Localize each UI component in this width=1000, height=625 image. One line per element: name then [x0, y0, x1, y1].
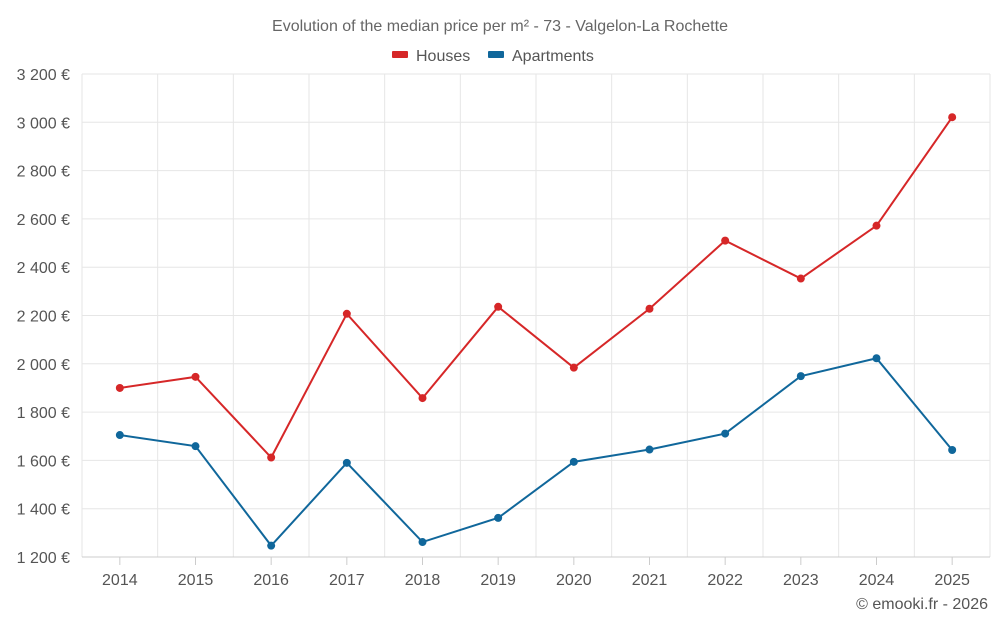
data-point-houses [796, 274, 805, 283]
x-tick-label: 2024 [859, 572, 895, 589]
data-point-apartments [645, 445, 654, 454]
y-tick-label: 2 800 € [17, 164, 70, 181]
x-tick-label: 2015 [178, 572, 214, 589]
y-axis: 1 200 € 1 400 € 1 600 € 1 800 € 2 000 € 2 200… [17, 67, 70, 567]
y-tick-label: 3 200 € [17, 67, 70, 84]
series-line-apartments [119, 357, 953, 548]
legend-swatch-apartments [488, 51, 504, 58]
y-tick-label: 2 000 € [17, 357, 70, 374]
x-tick-label: 2018 [405, 572, 441, 589]
legend-item-apartments[interactable]: Apartments [488, 48, 594, 65]
data-point-houses [569, 363, 578, 372]
y-tick-label: 2 200 € [17, 309, 70, 326]
legend: Houses Apartments [392, 48, 594, 65]
x-tick-label: 2017 [329, 572, 365, 589]
y-tick-label: 1 600 € [17, 453, 70, 470]
data-point-apartments [948, 446, 957, 455]
data-point-apartments [342, 458, 351, 467]
x-tick-label: 2020 [556, 572, 592, 589]
data-point-apartments [796, 372, 805, 381]
y-tick-label: 2 400 € [17, 260, 70, 277]
data-point-apartments [569, 457, 578, 466]
legend-swatch-houses [392, 51, 408, 58]
chart-title: Evolution of the median price per m² - 7… [272, 18, 728, 35]
y-tick-label: 1 200 € [17, 550, 70, 567]
y-tick-label: 1 400 € [17, 502, 70, 519]
data-point-houses [494, 302, 503, 311]
y-tick-label: 2 600 € [17, 212, 70, 229]
legend-item-houses[interactable]: Houses [392, 48, 470, 65]
data-point-apartments [418, 538, 427, 547]
x-tick-label: 2019 [480, 572, 516, 589]
y-tick-label: 1 800 € [17, 405, 70, 422]
credit-text: © emooki.fr - 2026 [856, 596, 988, 613]
x-tick-label: 2014 [102, 572, 138, 589]
x-tick-label: 2022 [707, 572, 743, 589]
data-point-houses [948, 113, 957, 122]
data-point-apartments [721, 429, 730, 438]
y-tick-label: 3 000 € [17, 115, 70, 132]
data-point-houses [342, 309, 351, 318]
x-tick-label: 2021 [632, 572, 668, 589]
data-point-apartments [115, 431, 124, 440]
data-point-apartments [267, 541, 276, 550]
x-axis: 2014 2015 2016 2017 2018 2019 2020 2021 2022 2023… [82, 556, 990, 589]
data-point-apartments [872, 354, 881, 363]
data-point-houses [418, 394, 427, 403]
series-layer [115, 113, 957, 550]
data-point-houses [872, 221, 881, 230]
data-point-houses [721, 236, 730, 245]
data-point-apartments [494, 513, 503, 522]
data-point-apartments [191, 442, 200, 451]
grid [81, 73, 991, 557]
data-point-houses [267, 453, 276, 462]
data-point-houses [191, 372, 200, 381]
legend-label-houses: Houses [416, 48, 470, 65]
x-tick-label: 2025 [934, 572, 970, 589]
data-point-houses [115, 383, 124, 392]
x-tick-label: 2023 [783, 572, 819, 589]
x-tick-label: 2016 [253, 572, 289, 589]
series-line-houses [119, 116, 953, 460]
data-point-houses [645, 304, 654, 313]
legend-label-apartments: Apartments [512, 48, 594, 65]
